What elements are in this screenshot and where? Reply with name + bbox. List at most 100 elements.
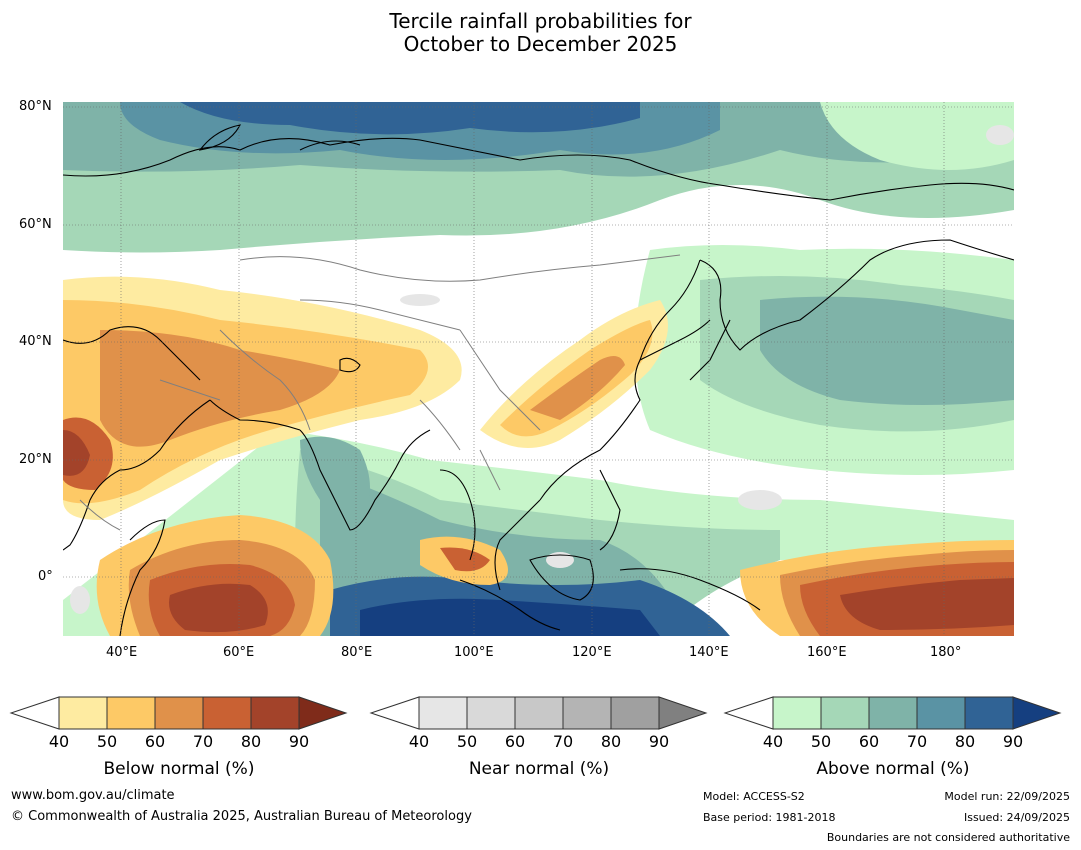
country-boundary <box>159 379 221 401</box>
coastline <box>63 326 201 381</box>
country-boundary <box>239 254 681 282</box>
coastline <box>699 239 1014 351</box>
lat-label-60n: 60°N <box>19 217 52 232</box>
colorbar-tick: 90 <box>288 732 310 751</box>
colorbar-tick: 90 <box>1002 732 1024 751</box>
colorbar-segment <box>466 696 516 730</box>
lon-label-100e: 100°E <box>454 645 494 660</box>
colorbar-above-normal: 40 50 60 70 80 90 Above normal (%) <box>723 690 1063 780</box>
colorbar-tick: 40 <box>762 732 784 751</box>
coastline <box>639 319 711 361</box>
above-normal-region <box>180 102 640 135</box>
colorbar-tick: 50 <box>456 732 478 751</box>
below-normal-region <box>440 547 490 572</box>
colorbar-tick: 50 <box>96 732 118 751</box>
footer-url[interactable]: www.bom.gov.au/climate <box>11 788 175 803</box>
lon-label-180: 180° <box>930 645 962 660</box>
colorbar-segment <box>202 696 252 730</box>
colorbar-tick: 70 <box>192 732 214 751</box>
colorbar-tick: 60 <box>504 732 526 751</box>
footer-disclaimer: Boundaries are not considered authoritat… <box>826 831 1070 844</box>
colorbar-extend-low <box>723 696 774 730</box>
country-boundary <box>299 299 461 331</box>
colorbar-tick: 60 <box>144 732 166 751</box>
colorbar-near-normal: 40 50 60 70 80 90 Near normal (%) <box>369 690 709 780</box>
rainfall-probability-map <box>63 102 1014 636</box>
coastline <box>539 259 701 501</box>
coastline <box>119 519 166 636</box>
colorbar-tick: 80 <box>954 732 976 751</box>
coastline <box>494 499 541 591</box>
below-normal-region <box>169 583 268 633</box>
colorbar-segment <box>868 696 918 730</box>
near-normal-patch <box>70 586 90 614</box>
coastline <box>299 140 361 151</box>
lon-label-60e: 60°E <box>223 645 255 660</box>
colorbar-caption: Below normal (%) <box>103 759 255 779</box>
footer-base-period: Base period: 1981-2018 <box>703 811 836 824</box>
colorbar-tick: 40 <box>48 732 70 751</box>
below-normal-region <box>530 356 625 420</box>
above-normal-region <box>820 102 1014 170</box>
colorbar-extend-low <box>9 696 60 730</box>
coastline <box>63 137 1014 201</box>
above-normal-region <box>300 436 370 523</box>
colorbar-extend-high <box>658 696 708 730</box>
coastline <box>599 469 621 551</box>
colorbar-below-normal: 40 50 60 70 80 90 Below normal (%) <box>9 690 349 780</box>
colorbar-tick: 60 <box>858 732 880 751</box>
footer-copyright: © Commonwealth of Australia 2025, Austra… <box>11 809 472 824</box>
colorbar-segment <box>562 696 612 730</box>
near-normal-patch <box>400 294 440 306</box>
colorbar-segment <box>58 696 108 730</box>
lon-label-40e: 40°E <box>106 645 138 660</box>
below-normal-region <box>840 578 1014 630</box>
map-title-line2: October to December 2025 <box>403 32 678 56</box>
colorbar-extend-low <box>369 696 420 730</box>
lat-label-40n: 40°N <box>19 334 52 349</box>
above-normal-region <box>360 598 660 636</box>
country-boundary <box>479 449 501 491</box>
colorbar-caption: Near normal (%) <box>468 759 610 779</box>
coastline <box>63 399 211 551</box>
colorbar-segment <box>418 696 468 730</box>
colorbar-tick: 40 <box>408 732 430 751</box>
colorbar-segment <box>610 696 660 730</box>
colorbar-tick: 90 <box>648 732 670 751</box>
coastline <box>209 399 301 431</box>
colorbar-segment <box>514 696 564 730</box>
below-normal-region <box>100 330 340 447</box>
colorbar-segment <box>106 696 156 730</box>
coastline <box>198 124 241 151</box>
above-normal-region <box>760 296 1014 405</box>
colorbar-segment <box>916 696 966 730</box>
colorbar-extend-high <box>1012 696 1062 730</box>
colorbar-tick: 80 <box>240 732 262 751</box>
below-normal-region <box>63 430 90 476</box>
coastline <box>459 579 561 631</box>
country-boundary <box>219 329 311 431</box>
footer-model: Model: ACCESS-S2 <box>703 790 805 803</box>
lat-label-20n: 20°N <box>19 452 52 467</box>
lon-label-120e: 120°E <box>572 645 612 660</box>
colorbar-segment <box>772 696 822 730</box>
footer-model-run: Model run: 22/09/2025 <box>944 790 1070 803</box>
colorbar-tick: 70 <box>906 732 928 751</box>
near-normal-patch <box>546 552 574 568</box>
country-boundary <box>79 499 121 531</box>
coastline <box>299 429 431 531</box>
country-boundary <box>419 399 461 451</box>
map-title-line1: Tercile rainfall probabilities for <box>389 9 692 33</box>
colorbar-tick: 80 <box>600 732 622 751</box>
country-boundary <box>459 329 541 431</box>
colorbar-caption: Above normal (%) <box>816 759 970 779</box>
lon-label-140e: 140°E <box>689 645 729 660</box>
lat-label-80n: 80°N <box>19 99 52 114</box>
colorbar-segment <box>154 696 204 730</box>
lat-label-0: 0° <box>38 569 53 584</box>
lon-label-80e: 80°E <box>341 645 373 660</box>
near-normal-patch <box>738 490 782 510</box>
colorbar-extend-high <box>298 696 348 730</box>
colorbar-tick: 70 <box>552 732 574 751</box>
coastline <box>529 554 594 601</box>
